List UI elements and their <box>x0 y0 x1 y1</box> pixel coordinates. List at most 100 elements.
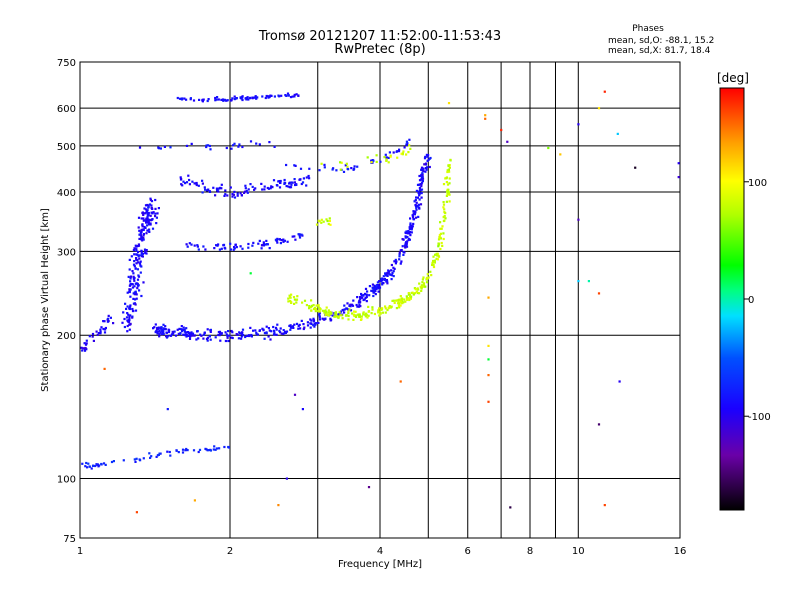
data-point <box>350 303 354 306</box>
data-point <box>404 246 407 249</box>
data-point <box>137 284 140 287</box>
data-point <box>333 315 336 318</box>
data-point <box>294 238 297 241</box>
data-point <box>327 311 330 314</box>
data-point <box>258 143 261 146</box>
data-point <box>85 339 88 342</box>
data-point <box>136 287 139 290</box>
data-point <box>378 310 381 313</box>
data-point <box>263 337 266 340</box>
data-point <box>334 311 338 314</box>
data-point <box>357 305 361 308</box>
data-point <box>242 334 245 337</box>
data-point <box>241 328 245 331</box>
data-point <box>138 233 141 236</box>
data-point <box>165 336 169 339</box>
data-point <box>197 337 200 340</box>
data-point <box>159 327 162 330</box>
data-point <box>144 249 147 253</box>
data-point <box>397 150 401 153</box>
data-point <box>218 248 221 251</box>
data-point <box>135 457 138 460</box>
data-point <box>442 203 446 206</box>
data-point <box>110 460 114 464</box>
data-point <box>415 196 418 199</box>
data-point <box>360 294 363 297</box>
data-point <box>290 181 293 184</box>
data-point <box>147 220 150 223</box>
data-point <box>214 336 217 339</box>
data-point <box>487 374 490 377</box>
data-point <box>168 450 171 454</box>
data-point <box>284 182 287 185</box>
data-point <box>258 239 261 242</box>
data-point <box>287 300 290 303</box>
data-point <box>327 222 330 226</box>
data-point <box>156 332 159 335</box>
data-point <box>157 207 160 210</box>
data-point <box>243 190 247 193</box>
data-point <box>188 333 191 336</box>
data-point <box>154 207 157 210</box>
data-point <box>191 332 195 335</box>
data-point <box>487 344 490 347</box>
data-point <box>150 206 153 209</box>
data-point <box>198 98 201 101</box>
data-point <box>384 305 387 308</box>
data-point <box>297 94 300 97</box>
data-point <box>138 257 141 260</box>
data-point <box>185 327 188 330</box>
data-point <box>263 332 266 335</box>
data-point <box>371 308 374 311</box>
data-point <box>411 225 414 228</box>
data-point <box>381 307 384 310</box>
data-point <box>396 150 399 153</box>
data-point <box>402 301 405 304</box>
data-point <box>238 143 241 146</box>
data-point <box>212 186 215 189</box>
data-point <box>447 168 450 171</box>
data-point <box>190 334 193 337</box>
data-point <box>151 212 154 215</box>
grid-lines <box>80 62 680 538</box>
data-point <box>104 463 107 466</box>
data-point <box>175 449 178 452</box>
data-point <box>380 308 384 311</box>
data-point <box>389 155 392 158</box>
data-point <box>233 247 236 250</box>
data-point <box>423 163 426 166</box>
data-point <box>421 180 424 183</box>
data-point <box>216 244 219 247</box>
data-point <box>133 302 136 305</box>
data-point <box>141 212 145 215</box>
data-point <box>321 309 324 312</box>
data-point <box>345 162 348 165</box>
data-point <box>423 157 427 160</box>
data-point <box>442 183 446 186</box>
data-point <box>329 319 332 322</box>
data-point <box>188 242 191 245</box>
data-point <box>270 185 273 188</box>
data-point <box>140 294 143 298</box>
data-point <box>384 307 387 310</box>
data-point <box>408 298 411 302</box>
data-point <box>251 97 254 100</box>
data-point <box>298 236 302 239</box>
data-point <box>217 190 220 193</box>
data-point <box>275 239 278 242</box>
data-point <box>422 284 426 287</box>
data-point <box>314 323 317 326</box>
data-point <box>277 94 280 97</box>
x-tick-label: 8 <box>527 546 533 557</box>
data-point <box>274 326 278 329</box>
data-point <box>359 318 363 321</box>
data-point <box>249 96 252 99</box>
data-point <box>249 140 253 143</box>
data-point <box>145 232 148 235</box>
data-point <box>577 280 580 283</box>
data-point <box>374 293 377 296</box>
data-point <box>305 184 308 187</box>
data-point <box>223 246 226 249</box>
data-point <box>135 262 138 265</box>
data-point <box>418 186 421 189</box>
